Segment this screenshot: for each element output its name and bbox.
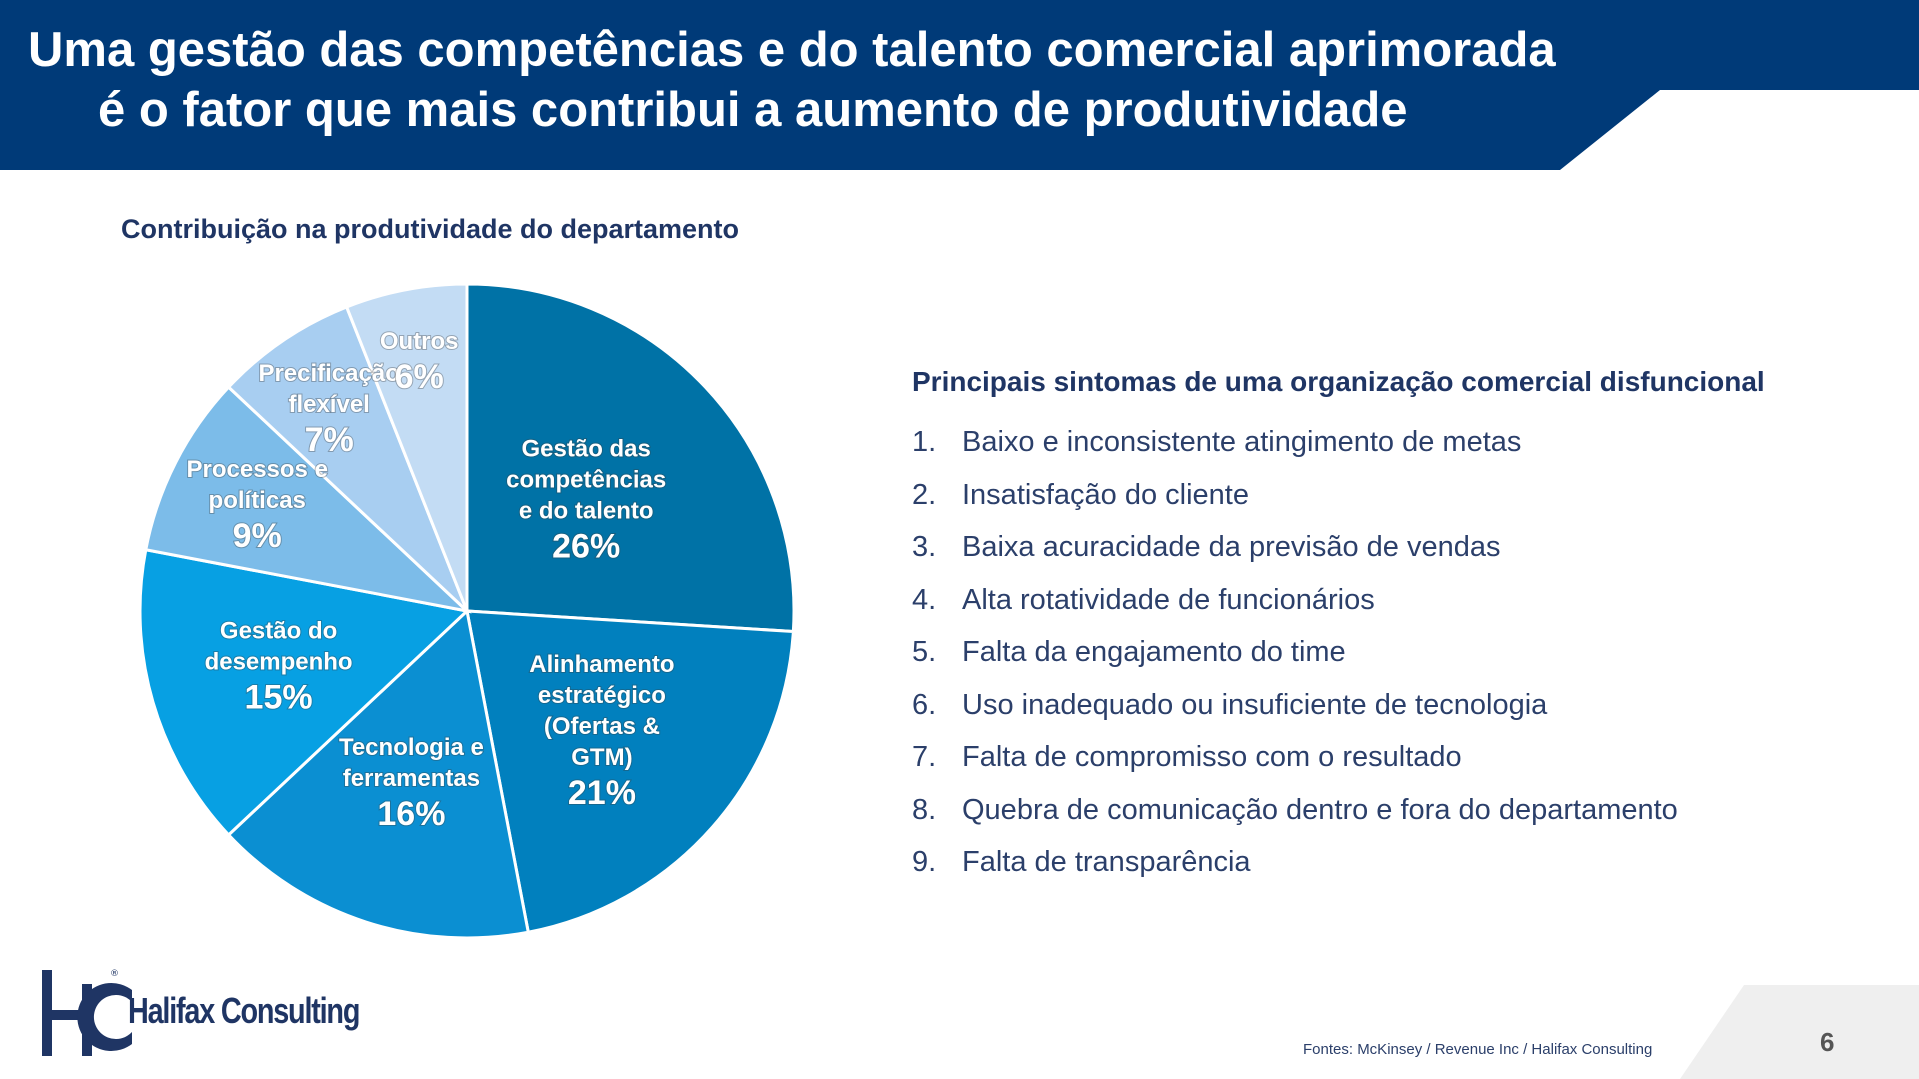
symptom-item: 9. Falta de transparência bbox=[912, 836, 1872, 889]
logo-wordmark: Halifax Consulting bbox=[128, 990, 360, 1031]
symptom-number: 6. bbox=[912, 688, 937, 721]
pie-slice bbox=[144, 385, 472, 614]
pie-slice bbox=[138, 547, 471, 837]
symptom-number: 7. bbox=[912, 741, 937, 773]
pie-slice-value: 26% bbox=[552, 528, 620, 566]
pie-slice-label: estratégico bbox=[538, 682, 666, 709]
pie-slice-label: e do talento bbox=[519, 498, 654, 525]
symptoms-list: 1. Baixo e inconsistente atingimento de m… bbox=[912, 416, 1872, 889]
symptom-number: 5. bbox=[912, 636, 937, 668]
registered-mark-icon: ® bbox=[110, 969, 119, 979]
pie-slice-label: Outros bbox=[380, 328, 459, 355]
pie-slice-label: Gestão do bbox=[220, 618, 337, 645]
pie-slice-value: 9% bbox=[233, 517, 282, 555]
pie-slice bbox=[226, 608, 531, 940]
symptoms-panel: Principais sintomas de uma organização c… bbox=[912, 362, 1872, 889]
pie-slice-value: 6% bbox=[395, 358, 444, 396]
chart-title: Contribuição na produtividade do departa… bbox=[121, 214, 740, 244]
symptom-text: Uso inadequado ou insuficiente de tecnol… bbox=[962, 688, 1548, 721]
pie-slice-label: GTM) bbox=[571, 744, 632, 771]
symptom-item: 1. Baixo e inconsistente atingimento de m… bbox=[912, 416, 1872, 469]
symptom-number: 3. bbox=[912, 531, 937, 563]
pie-slice-value: 15% bbox=[245, 679, 313, 717]
pie-slice-label: desempenho bbox=[205, 649, 353, 676]
page-title-line-1: Uma gestão das competências e do talento… bbox=[28, 23, 1556, 77]
pie-slice-label: Gestão das bbox=[521, 436, 650, 463]
symptom-number: 8. bbox=[912, 793, 937, 826]
symptom-number: 9. bbox=[912, 846, 937, 878]
pie-slice-value: 21% bbox=[568, 774, 636, 812]
symptom-item: 4. Alta rotatividade de funcionários bbox=[912, 574, 1872, 627]
symptom-text: Quebra de comunicação dentro e fora do d… bbox=[962, 793, 1678, 826]
pie-slice-label: Precificação bbox=[258, 360, 399, 387]
pie-slice-label: (Ofertas & bbox=[544, 713, 660, 740]
pie-slice bbox=[465, 609, 795, 934]
halifax-logo-mark: ® bbox=[42, 969, 132, 1056]
pie-slice bbox=[465, 282, 796, 634]
symptom-item: 5. Falta da engajamento do time bbox=[912, 626, 1872, 679]
pie-slice-label: ferramentas bbox=[343, 765, 480, 792]
symptom-text: Falta de compromisso com o resultado bbox=[962, 741, 1462, 773]
symptom-text: Alta rotatividade de funcionários bbox=[962, 583, 1375, 616]
pie-slice-label: flexível bbox=[288, 391, 369, 418]
pie-slice-value: 7% bbox=[305, 421, 354, 459]
symptom-item: 3. Baixa acuracidade da previsão de venda… bbox=[912, 521, 1872, 574]
page-title-line-2: é o fator que mais contribui a aumento d… bbox=[98, 83, 1408, 137]
pie-slice bbox=[226, 305, 469, 613]
symptom-number: 2. bbox=[912, 478, 937, 511]
symptoms-title: Principais sintomas de uma organização c… bbox=[912, 366, 1765, 397]
source-note: Fontes: McKinsey / Revenue Inc / Halifax… bbox=[1303, 1041, 1653, 1058]
pie-slice-label: políticas bbox=[209, 487, 306, 514]
symptom-text: Falta da engajamento do time bbox=[962, 636, 1346, 668]
pie-slice-value: 16% bbox=[377, 795, 445, 833]
symptom-number: 4. bbox=[912, 583, 937, 616]
symptom-text: Baixa acuracidade da previsão de vendas bbox=[962, 531, 1501, 563]
page-title: Uma gestão das competências e do talento… bbox=[28, 20, 1668, 140]
pie-slice-label: Alinhamento bbox=[529, 651, 674, 678]
symptom-item: 6. Uso inadequado ou insuficiente de tecn… bbox=[912, 679, 1872, 732]
symptom-text: Falta de transparência bbox=[962, 846, 1251, 878]
symptom-item: 8. Quebra de comunicação dentro e fora do… bbox=[912, 784, 1872, 837]
header-banner bbox=[0, 0, 1919, 170]
symptom-item: 2. Insatisfação do cliente bbox=[912, 469, 1872, 522]
pie-slice bbox=[344, 282, 469, 612]
pie-slice-label: Processos e bbox=[187, 456, 328, 483]
symptom-number: 1. bbox=[912, 426, 937, 458]
pie-slice-label: Tecnologia e bbox=[339, 734, 484, 761]
page-corner-decoration bbox=[1680, 985, 1919, 1079]
symptom-text: Baixo e inconsistente atingimento de met… bbox=[962, 426, 1522, 458]
pie-slice-label: competências bbox=[506, 467, 666, 494]
page-number: 6 bbox=[1820, 1027, 1835, 1057]
symptom-text: Insatisfação do cliente bbox=[962, 478, 1249, 511]
symptom-item: 7. Falta de compromisso com o resultado bbox=[912, 731, 1872, 784]
